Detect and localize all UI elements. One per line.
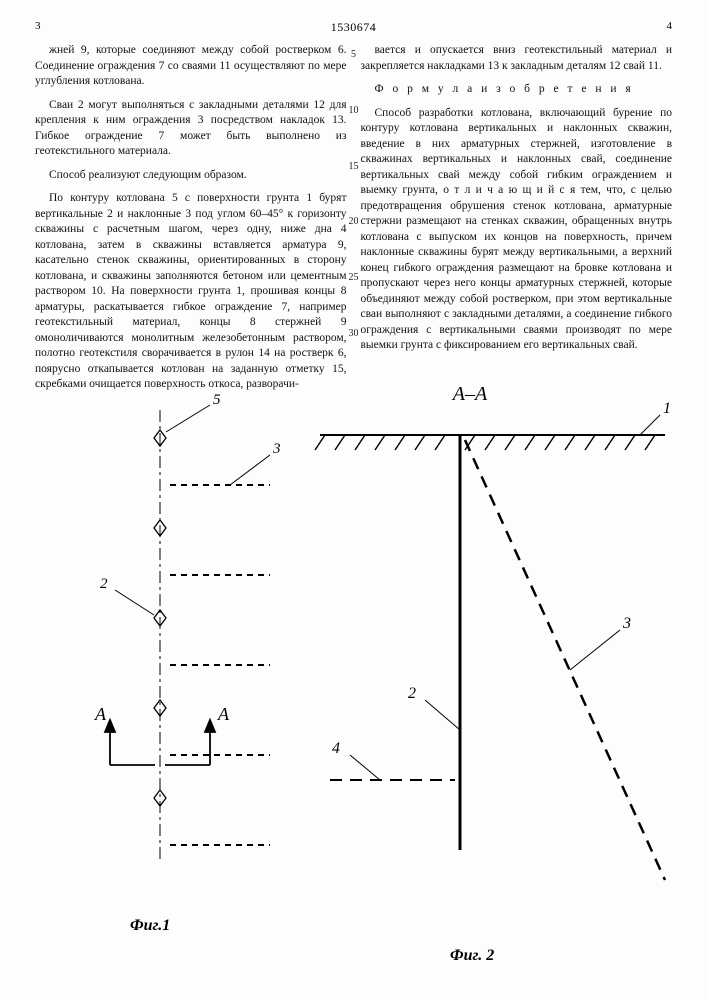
ln: 20 [347, 216, 361, 227]
left-p2: Сваи 2 могут выполняться с закладными де… [35, 98, 347, 160]
fig1-section-A-left: A [94, 704, 107, 724]
fig2-ref-1: 1 [663, 400, 671, 417]
right-p1: вается и опускается вниз геотекстильный … [361, 43, 673, 74]
fig1-ref-2: 2 [100, 576, 108, 592]
left-p4: По контуру котлована 5 с поверхности гру… [35, 191, 347, 393]
right-column: вается и опускается вниз геотекстильный … [361, 43, 673, 401]
fig1-label: Фиг.1 [130, 917, 170, 934]
fig1-dashed-rows [170, 485, 270, 845]
patent-page: 3 1530674 4 жней 9, которые соединяют ме… [0, 0, 707, 1000]
left-column: жней 9, которые соединяют между собой ро… [35, 43, 347, 401]
fig1-ref-leaders [115, 405, 270, 615]
fig2-ref-3: 3 [622, 615, 631, 632]
fig2-ref-leaders [350, 415, 660, 780]
ln: 10 [347, 105, 361, 116]
fig2-section-title: A–A [451, 383, 488, 405]
page-header: 3 1530674 4 [35, 20, 672, 35]
ln: 5 [347, 49, 361, 60]
fig1-ref-5: 5 [213, 392, 221, 408]
ln: 30 [347, 328, 361, 339]
fig2-label: Фиг. 2 [450, 947, 494, 964]
right-p2: Способ разработки котлована, включающий … [361, 106, 673, 354]
fig2-ref-4: 4 [332, 740, 340, 757]
fig2-ref-2: 2 [408, 685, 416, 702]
line-number-gutter: 5 10 15 20 25 30 [347, 43, 361, 339]
ln: 15 [347, 161, 361, 172]
figure-2: A–A [315, 383, 671, 964]
ln: 25 [347, 272, 361, 283]
figures-svg: A A 5 3 2 Фиг.1 A–A [0, 370, 707, 990]
document-number: 1530674 [41, 20, 667, 35]
page-num-right: 4 [667, 20, 673, 35]
left-p3: Способ реализуют следующим образом. [35, 168, 347, 184]
figure-1: A A 5 3 2 Фиг.1 [94, 392, 281, 934]
fig2-ground-hatch [315, 435, 655, 450]
fig2-inclined-pile [465, 440, 665, 880]
left-p1: жней 9, которые соединяют между собой ро… [35, 43, 347, 90]
text-columns: жней 9, которые соединяют между собой ро… [35, 43, 672, 401]
fig1-section-A-right: A [217, 704, 230, 724]
claim-title: Ф о р м у л а и з о б р е т е н и я [361, 82, 673, 98]
fig1-ref-3: 3 [272, 441, 281, 457]
